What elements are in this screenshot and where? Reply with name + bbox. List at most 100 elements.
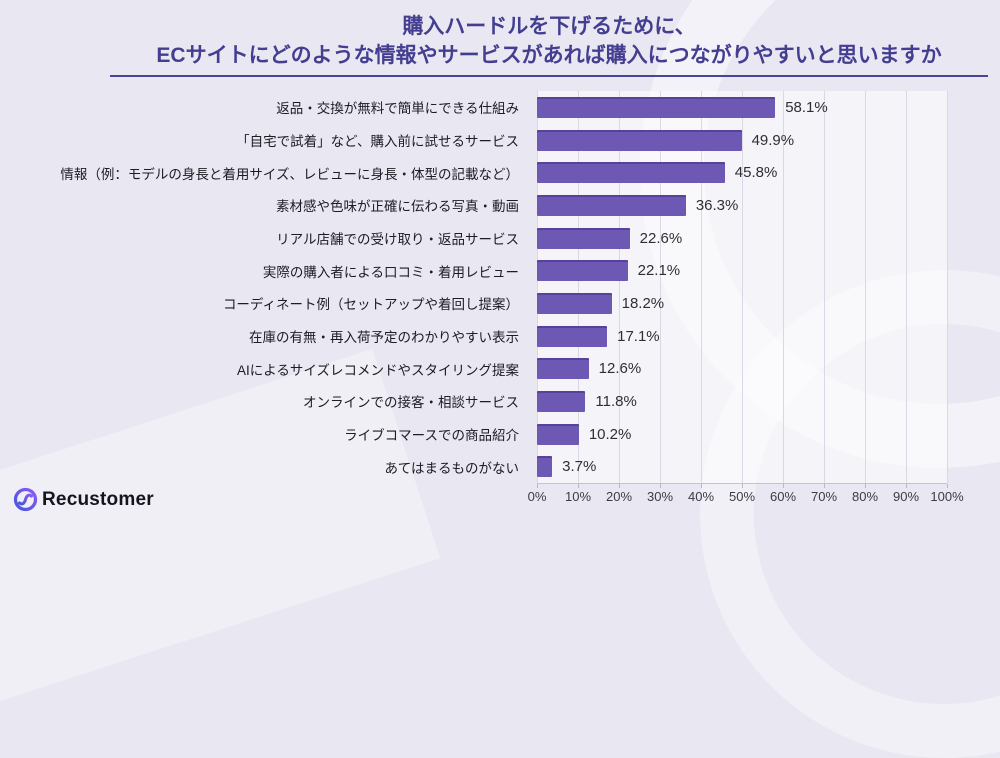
bar	[537, 260, 628, 282]
chart-title: 購入ハードルを下げるために、 ECサイトにどのような情報やサービスがあれば購入に…	[110, 12, 988, 77]
x-axis: 0% 10% 20% 30% 40% 50% 60% 70% 80% 90% 100%	[528, 489, 964, 507]
gridline	[619, 91, 620, 483]
bar-value-label: 11.8%	[595, 392, 637, 410]
gridline	[865, 91, 866, 483]
category-label: AIによるサイズレコメンドやスタイリング提案	[237, 362, 519, 378]
bar-row: 在庫の有無・再入荷予定のわかりやすい表示 17.1%	[0, 320, 1000, 353]
bar-value-label: 36.3%	[695, 196, 739, 214]
bar-row: コーディネート例（セットアップや着回し提案） 18.2%	[0, 287, 1000, 320]
bar-row: あてはまるものがない 3.7%	[0, 450, 1000, 483]
gridline	[701, 91, 702, 483]
axis-tick-label: 30%	[646, 489, 674, 504]
bar-value-label: 22.6%	[639, 229, 683, 247]
category-label: 素材感や色味が正確に伝わる写真・動画	[276, 199, 519, 215]
gridline	[906, 91, 907, 483]
plot-area	[537, 91, 948, 488]
category-label: 情報（例：モデルの身長と着用サイズ、レビューに身長・体型の記載など）	[60, 166, 519, 182]
bar	[537, 390, 586, 412]
bar-value-label: 17.1%	[617, 327, 660, 345]
bar-value-label: 22.1%	[637, 262, 681, 280]
bar	[537, 129, 742, 151]
bar-value-label: 18.2%	[621, 294, 665, 312]
bar-track: 22.6%	[537, 227, 947, 249]
gridline	[537, 91, 538, 483]
category-label: あてはまるものがない	[384, 460, 519, 476]
bar-row: ライブコマースでの商品紹介 10.2%	[0, 418, 1000, 451]
bar-value-label: 45.8%	[734, 164, 778, 182]
bar-track: 49.9%	[537, 129, 947, 151]
bar	[537, 194, 686, 216]
recustomer-logo-icon	[13, 487, 38, 512]
axis-tick	[619, 484, 620, 488]
axis-tick-label: 20%	[605, 489, 633, 504]
category-label: 実際の購入者による口コミ・着用レビュー	[262, 264, 519, 280]
bar-track: 3.7%	[537, 456, 947, 478]
category-label: 「自宅で試着」など、購入前に試せるサービス	[236, 134, 519, 149]
axis-tick	[947, 484, 948, 488]
bar-row: 素材感や色味が正確に伝わる写真・動画 36.3%	[0, 189, 1000, 222]
axis-tick	[537, 484, 538, 488]
category-label: コーディネート例（セットアップや着回し提案）	[222, 297, 519, 313]
category-label: リアル店舗での受け取り・返品サービス	[276, 232, 519, 248]
brand-logo: Recustomer	[13, 487, 154, 512]
bar	[537, 456, 553, 478]
axis-tick	[824, 484, 825, 488]
bar-value-label: 12.6%	[598, 360, 642, 378]
category-label: ライブコマースでの商品紹介	[344, 428, 519, 444]
bar	[537, 423, 579, 445]
category-label: 返品・交換が無料で簡単にできる仕組み	[276, 101, 519, 117]
bar-row: リアル店舗での受け取り・返品サービス 22.6%	[0, 222, 1000, 255]
axis-tick-label: 90%	[892, 489, 920, 504]
axis-tick-label: 10%	[564, 489, 592, 504]
axis-tick	[660, 484, 661, 488]
bar-value-label: 10.2%	[588, 425, 632, 443]
gridline	[660, 91, 661, 483]
gridline	[742, 91, 743, 483]
bar-row: オンラインでの接客・相談サービス 11.8%	[0, 385, 1000, 418]
axis-tick-label: 100%	[930, 489, 964, 504]
brand-name: Recustomer	[42, 488, 154, 510]
bar-row: 情報（例：モデルの身長と着用サイズ、レビューに身長・体型の記載など） 45.8%	[0, 156, 1000, 189]
bar-track: 10.2%	[537, 423, 947, 445]
chart-title-line1: 購入ハードルを下げるために、	[402, 15, 696, 38]
bar-track: 22.1%	[537, 260, 947, 282]
axis-tick-label: 40%	[687, 489, 715, 504]
bar-track: 11.8%	[537, 390, 947, 412]
bar	[537, 227, 630, 249]
category-label: オンラインでの接客・相談サービス	[303, 395, 519, 411]
chart-title-line2: ECサイトにどのような情報やサービスがあれば購入につながりやすいと思いますか	[156, 44, 942, 67]
axis-tick	[906, 484, 907, 488]
gridline	[578, 91, 579, 483]
axis-tick	[783, 484, 784, 488]
axis-tick	[865, 484, 866, 488]
bar-value-label: 58.1%	[785, 98, 828, 116]
bar-track: 58.1%	[537, 96, 947, 118]
axis-tick-label: 80%	[851, 489, 879, 504]
gridline	[947, 91, 948, 483]
axis-tick-label: 60%	[769, 489, 797, 504]
gridline	[824, 91, 825, 483]
bar	[537, 96, 776, 118]
axis-tick-label: 50%	[728, 489, 756, 504]
axis-tick-label: 70%	[810, 489, 838, 504]
bar	[537, 292, 612, 314]
bar-row: 「自宅で試着」など、購入前に試せるサービス 49.9%	[0, 124, 1000, 157]
gridline	[783, 91, 784, 483]
bar	[537, 162, 725, 184]
bar-track: 18.2%	[537, 292, 947, 314]
bar-value-label: 3.7%	[562, 458, 597, 476]
bar-chart: 返品・交換が無料で簡単にできる仕組み 58.1% 「自宅で試着」など、購入前に試せる…	[0, 91, 1000, 483]
bar	[537, 358, 589, 380]
bar-row: 返品・交換が無料で簡単にできる仕組み 58.1%	[0, 91, 1000, 124]
bar-track: 12.6%	[537, 358, 947, 380]
bar-row: 実際の購入者による口コミ・着用レビュー 22.1%	[0, 254, 1000, 287]
bar	[537, 325, 608, 347]
axis-tick	[742, 484, 743, 488]
axis-tick-label: 0%	[527, 489, 547, 504]
bar-track: 45.8%	[537, 162, 947, 184]
axis-tick	[701, 484, 702, 488]
category-label: 在庫の有無・再入荷予定のわかりやすい表示	[249, 330, 519, 346]
bar-row: AIによるサイズレコメンドやスタイリング提案 12.6%	[0, 352, 1000, 385]
bar-track: 17.1%	[537, 325, 947, 347]
